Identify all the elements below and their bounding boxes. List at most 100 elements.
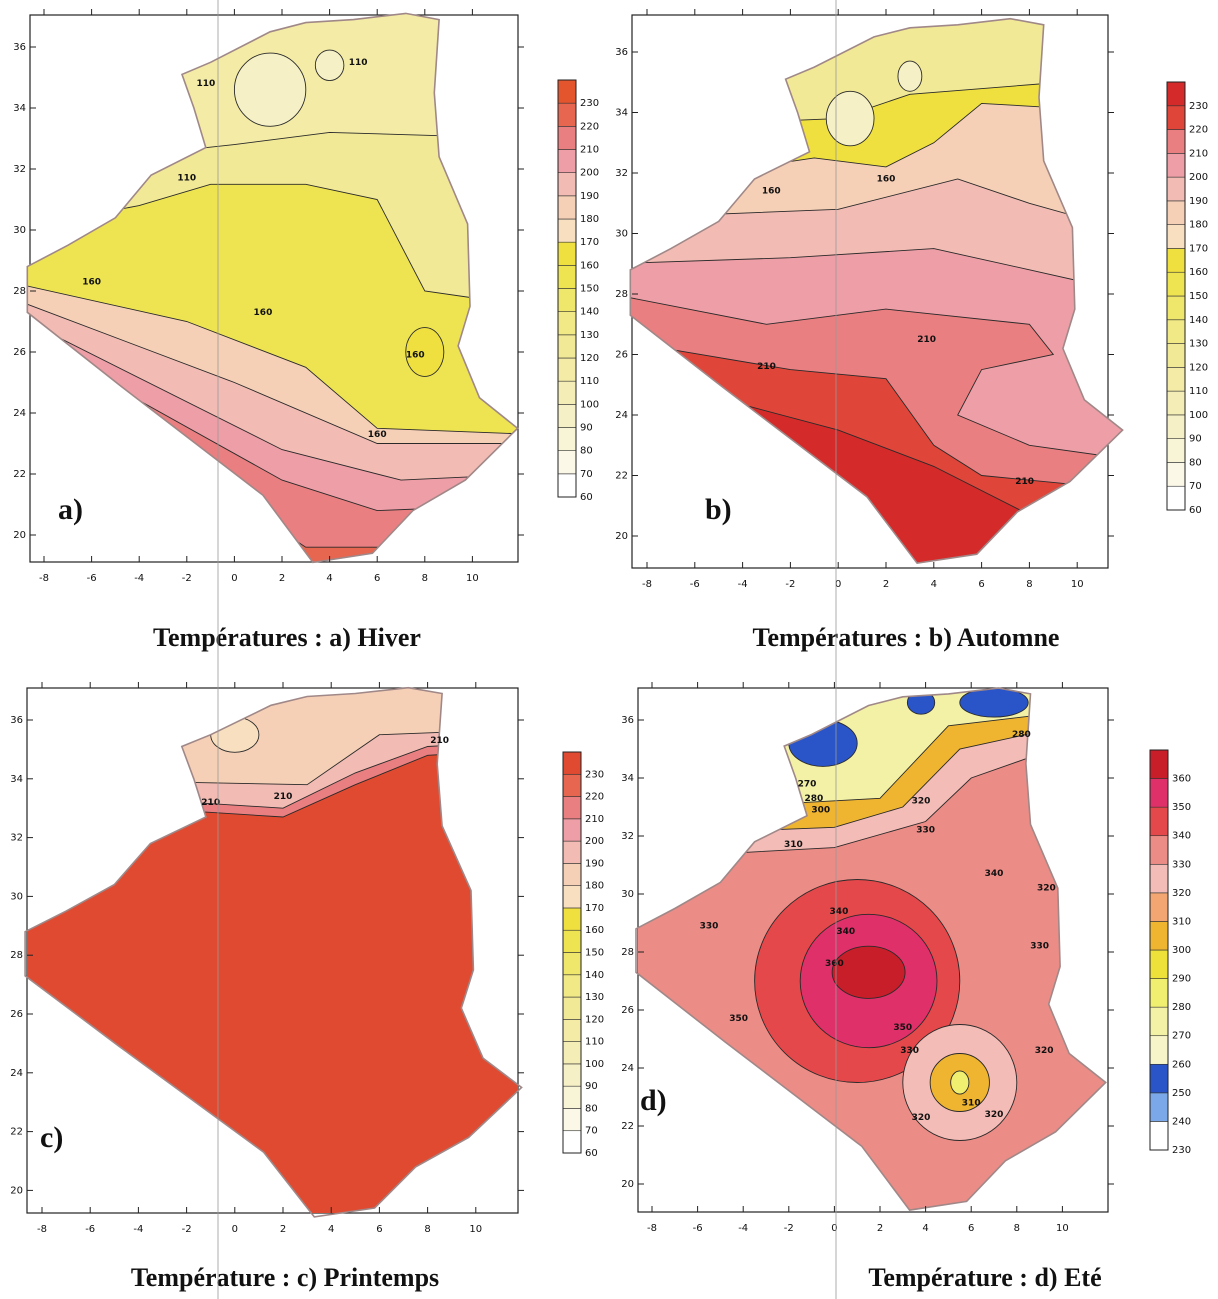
map-panel: 210210210-8-6-4-202468102022242628303234… — [6, 647, 604, 1292]
contour-label: 340 — [836, 927, 855, 937]
panel-label: c) — [40, 1121, 63, 1154]
colorbar-label: 180 — [580, 214, 599, 225]
colorbar-box — [563, 953, 581, 975]
colorbar-label: 360 — [1172, 774, 1191, 785]
colorbar-box — [1167, 225, 1185, 249]
colorbar-box — [563, 1086, 581, 1108]
colorbar-box — [1150, 921, 1168, 950]
contour-label: 110 — [349, 58, 368, 68]
panel-title: Températures : b) Automne — [753, 623, 1060, 652]
colorbar-box — [558, 173, 576, 196]
x-tick-label: 8 — [422, 573, 428, 584]
colorbar-label: 310 — [1172, 916, 1191, 927]
colorbar-box — [1167, 462, 1185, 486]
y-tick-label: 26 — [621, 1005, 634, 1016]
x-tick-label: -6 — [87, 573, 97, 584]
x-tick-label: 4 — [326, 573, 332, 584]
contour-label: 210 — [757, 362, 776, 372]
colorbar-box — [1167, 106, 1185, 130]
colorbar-label: 190 — [1189, 196, 1208, 207]
colorbar-label: 110 — [585, 1037, 604, 1048]
colorbar-label: 100 — [580, 399, 599, 410]
x-tick-label: 2 — [279, 573, 285, 584]
colorbar-box — [558, 219, 576, 242]
x-tick-label: -4 — [738, 579, 748, 590]
y-tick-label: 34 — [10, 774, 23, 785]
colorbar-label: 270 — [1172, 1031, 1191, 1042]
x-tick-label: 8 — [1014, 1223, 1020, 1234]
colorbar-label: 70 — [1189, 481, 1202, 492]
x-tick-label: -4 — [134, 573, 144, 584]
colorbar-box — [563, 1064, 581, 1086]
colorbar-box — [1150, 893, 1168, 922]
contour-band — [832, 946, 905, 998]
contour-label: 320 — [985, 1110, 1004, 1120]
colorbar-label: 220 — [1189, 125, 1208, 136]
contour-label: 210 — [430, 736, 449, 746]
contour-label: 320 — [1037, 884, 1056, 894]
colorbar-box — [563, 797, 581, 819]
y-tick-label: 20 — [615, 531, 628, 542]
colorbar-label: 220 — [585, 792, 604, 803]
contour-label: 330 — [916, 826, 935, 836]
colorbar-label: 180 — [1189, 220, 1208, 231]
y-tick-label: 24 — [13, 408, 26, 419]
y-tick-label: 28 — [621, 947, 634, 958]
x-tick-label: 8 — [1026, 579, 1032, 590]
x-tick-label: -8 — [37, 1224, 47, 1235]
colorbar-box — [563, 752, 581, 774]
colorbar-label: 230 — [1172, 1145, 1191, 1156]
x-tick-label: -8 — [642, 579, 652, 590]
contour-label: 210 — [201, 798, 220, 808]
colorbar-label: 130 — [585, 992, 604, 1003]
contour-label: 160 — [877, 175, 896, 185]
colorbar-box — [1167, 201, 1185, 225]
colorbar-label: 320 — [1172, 888, 1191, 899]
x-tick-label: 4 — [328, 1224, 334, 1235]
x-tick-label: 2 — [877, 1223, 883, 1234]
colorbar-box — [1150, 1121, 1168, 1150]
y-tick-label: 28 — [615, 289, 628, 300]
colorbar-box — [1150, 779, 1168, 808]
colorbar-box — [1150, 1064, 1168, 1093]
colorbar-box — [558, 289, 576, 312]
contour-label: 110 — [177, 174, 196, 184]
colorbar-box — [1150, 950, 1168, 979]
contour-label: 320 — [1035, 1046, 1054, 1056]
colorbar-label: 70 — [585, 1126, 598, 1137]
y-tick-label: 24 — [10, 1068, 23, 1079]
colorbar-box — [1167, 415, 1185, 439]
contour-label: 280 — [804, 794, 823, 804]
y-tick-label: 20 — [10, 1185, 23, 1196]
colorbar-label: 210 — [580, 145, 599, 156]
y-tick-label: 32 — [13, 164, 26, 175]
colorbar-box — [1167, 367, 1185, 391]
colorbar-box — [558, 381, 576, 404]
colorbar-label: 90 — [580, 423, 593, 434]
colorbar-box — [1167, 296, 1185, 320]
contour-band — [234, 53, 305, 126]
colorbar-label: 120 — [1189, 362, 1208, 373]
colorbar-box — [558, 358, 576, 381]
colorbar-label: 80 — [1189, 457, 1202, 468]
y-tick-label: 30 — [621, 889, 634, 900]
contour-label: 340 — [985, 869, 1004, 879]
contour-label: 320 — [912, 1113, 931, 1123]
colorbar-label: 110 — [1189, 386, 1208, 397]
map-panel: 2702803003103203303403203303403403603503… — [618, 648, 1191, 1292]
panel-title: Températures : a) Hiver — [153, 623, 421, 652]
colorbar-box — [558, 428, 576, 451]
colorbar-label: 130 — [580, 330, 599, 341]
y-tick-label: 22 — [621, 1121, 634, 1132]
colorbar-label: 230 — [585, 769, 604, 780]
colorbar-label: 210 — [1189, 148, 1208, 159]
colorbar-box — [563, 908, 581, 930]
colorbar-box — [1150, 750, 1168, 779]
colorbar-label: 170 — [580, 237, 599, 248]
contour-label: 330 — [700, 921, 719, 931]
colorbar-box — [558, 80, 576, 103]
colorbar-label: 90 — [585, 1081, 598, 1092]
colorbar-box — [1167, 344, 1185, 368]
colorbar-box — [563, 819, 581, 841]
